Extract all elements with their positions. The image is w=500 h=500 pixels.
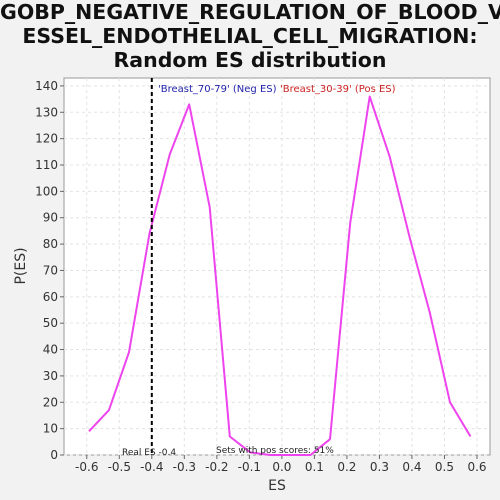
y-tick-label: 60 (43, 290, 58, 304)
x-tick-label: -0.2 (205, 460, 228, 474)
x-tick-label: 0.3 (370, 460, 389, 474)
y-tick-label: 120 (35, 132, 58, 146)
x-tick-label: 0.2 (337, 460, 356, 474)
y-tick-label: 110 (35, 158, 58, 172)
x-tick-label: 0.1 (305, 460, 324, 474)
x-tick-label: 0.0 (272, 460, 291, 474)
y-tick-label: 50 (43, 316, 58, 330)
y-tick-label: 80 (43, 237, 58, 251)
y-tick-label: 90 (43, 211, 58, 225)
y-tick-label: 70 (43, 263, 58, 277)
x-tick-label: -0.1 (238, 460, 261, 474)
x-tick-label: -0.5 (108, 460, 131, 474)
chart-title: GOBP_NEGATIVE_REGULATION_OF_BLOOD_V ESSE… (0, 0, 500, 72)
chart-title-line-2: ESSEL_ENDOTHELIAL_CELL_MIGRATION: (22, 24, 478, 48)
real-es-annotation: Real ES -0.4 (122, 448, 176, 458)
grid (64, 78, 490, 456)
series (88, 95, 472, 456)
y-tick-label: 20 (43, 395, 58, 409)
y-axis-title: P(ES) (13, 247, 29, 284)
y-tick-label: 10 (43, 422, 58, 436)
x-axis: -0.6 -0.5 -0.4 -0.3 -0.2 -0.1 0.0 0.1 0.2 0.3 0.4 0… (75, 455, 487, 474)
y-tick-label: 140 (35, 79, 58, 93)
x-tick-label: 0.6 (467, 460, 486, 474)
x-tick-label: 0.4 (402, 460, 421, 474)
x-tick-label: -0.4 (140, 460, 163, 474)
y-tick-label: 40 (43, 343, 58, 357)
y-tick-label: 130 (35, 105, 58, 119)
chart-title-line-3: Random ES distribution (113, 48, 387, 72)
legend-neg-label: 'Breast_70-79' (Neg ES) (158, 84, 277, 95)
pos-scores-annotation: Sets with pos scores: 51% (216, 446, 334, 456)
plot-area (63, 77, 491, 456)
y-tick-label: 100 (35, 184, 58, 198)
series-line (88, 95, 472, 456)
y-axis: 0 10 20 30 40 50 60 70 80 90 100 110 120 130 140 (35, 79, 64, 462)
x-axis-title: ES (268, 478, 286, 494)
legend-pos-label: 'Breast_30-39' (Pos ES) (280, 84, 396, 95)
x-tick-label: -0.3 (173, 460, 196, 474)
chart-title-line-1: GOBP_NEGATIVE_REGULATION_OF_BLOOD_V (0, 0, 500, 24)
x-tick-label: -0.6 (75, 460, 98, 474)
x-tick-label: 0.5 (435, 460, 454, 474)
y-tick-label: 30 (43, 369, 58, 383)
y-tick-label: 0 (50, 448, 58, 462)
